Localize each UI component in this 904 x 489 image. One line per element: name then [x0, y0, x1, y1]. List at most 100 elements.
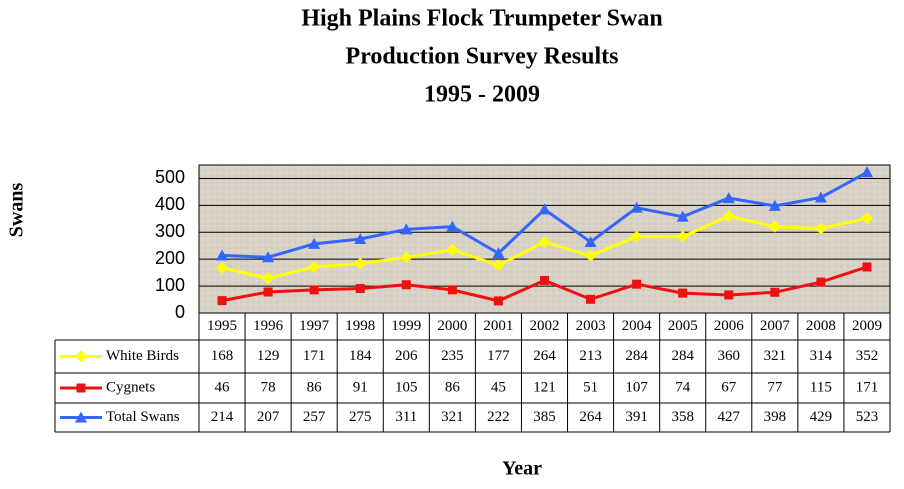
table-value: 257	[303, 409, 326, 425]
marker	[632, 279, 642, 289]
marker	[768, 199, 781, 211]
y-tick-label: 500	[155, 167, 185, 187]
x-tick-label: 2009	[852, 318, 882, 334]
table-value: 121	[533, 379, 556, 395]
legend-label: Total Swans	[106, 409, 180, 425]
x-tick-label: 1999	[391, 318, 421, 334]
marker	[400, 251, 413, 264]
marker	[676, 210, 689, 222]
marker	[814, 222, 827, 235]
table-value: 171	[303, 348, 326, 364]
table-value: 222	[487, 409, 510, 425]
marker	[540, 275, 549, 285]
table-value: 264	[579, 409, 602, 425]
marker	[860, 212, 873, 225]
table-value: 391	[625, 409, 648, 425]
table-value: 184	[349, 348, 372, 364]
marker	[722, 192, 735, 204]
marker	[630, 230, 643, 243]
table-value: 207	[257, 409, 280, 425]
x-tick-label: 2002	[530, 318, 560, 334]
marker	[678, 288, 688, 298]
table-value: 177	[487, 348, 510, 364]
marker	[492, 247, 505, 259]
marker	[217, 296, 227, 306]
table-value: 171	[856, 379, 879, 395]
marker	[446, 243, 459, 256]
chart-title: High Plains Flock Trumpeter Swan	[301, 6, 662, 32]
marker	[262, 251, 275, 263]
table-value: 321	[441, 409, 464, 425]
table-value: 213	[579, 348, 602, 364]
marker	[308, 260, 321, 273]
x-tick-label: 2005	[668, 318, 698, 334]
marker	[262, 272, 275, 285]
marker	[446, 220, 459, 232]
table-value: 284	[625, 348, 648, 364]
x-tick-label: 2006	[714, 318, 745, 334]
marker	[814, 191, 827, 203]
x-tick-label: 2003	[576, 318, 606, 334]
table-value: 86	[445, 379, 461, 395]
x-tick-label: 1998	[345, 318, 375, 334]
marker	[308, 237, 321, 249]
table-value: 129	[257, 348, 280, 364]
marker	[75, 350, 87, 363]
x-tick-label: 2004	[622, 318, 653, 334]
x-tick-label: 2001	[483, 318, 513, 334]
marker	[493, 296, 503, 306]
table-value: 45	[491, 379, 506, 395]
marker	[584, 235, 597, 247]
marker	[586, 294, 596, 304]
table-value: 311	[395, 409, 417, 425]
table-value: 105	[395, 379, 418, 395]
marker	[860, 166, 873, 178]
y-tick-label: 300	[155, 221, 185, 241]
x-tick-label: 2007	[760, 318, 791, 334]
marker	[816, 277, 826, 287]
table-value: 427	[718, 409, 741, 425]
marker	[447, 285, 457, 295]
table-value: 115	[810, 379, 832, 395]
marker	[584, 249, 597, 262]
table-value: 352	[856, 348, 879, 364]
x-tick-label: 1997	[299, 318, 330, 334]
legend-label: White Birds	[106, 348, 179, 364]
table-value: 398	[764, 409, 787, 425]
marker	[538, 203, 551, 215]
table-value: 91	[353, 379, 368, 395]
table-value: 429	[810, 409, 833, 425]
marker	[354, 257, 367, 270]
marker	[216, 249, 229, 261]
table-value: 264	[533, 348, 556, 364]
table-value: 168	[211, 348, 234, 364]
marker	[768, 220, 781, 233]
marker	[76, 383, 86, 393]
table-value: 360	[718, 348, 741, 364]
x-tick-label: 2000	[437, 318, 467, 334]
table-value: 46	[215, 379, 231, 395]
y-tick-label: 0	[175, 302, 185, 322]
marker	[401, 280, 411, 290]
marker	[724, 290, 734, 300]
table-value: 67	[721, 379, 737, 395]
table-value: 78	[261, 379, 276, 395]
marker	[676, 230, 689, 243]
table-value: 51	[583, 379, 598, 395]
y-tick-label: 100	[155, 275, 185, 295]
y-axis-label: Swans	[6, 183, 28, 238]
table-value: 321	[764, 348, 787, 364]
marker	[263, 287, 273, 297]
table-value: 358	[671, 409, 694, 425]
chart-title: 1995 - 2009	[424, 82, 540, 108]
table-value: 77	[767, 379, 783, 395]
y-tick-label: 400	[155, 194, 185, 214]
marker	[492, 259, 505, 272]
table-value: 214	[211, 409, 234, 425]
x-axis-label: Year	[502, 458, 542, 480]
x-tick-label: 2008	[806, 318, 836, 334]
marker	[538, 235, 551, 248]
table-value: 275	[349, 409, 372, 425]
